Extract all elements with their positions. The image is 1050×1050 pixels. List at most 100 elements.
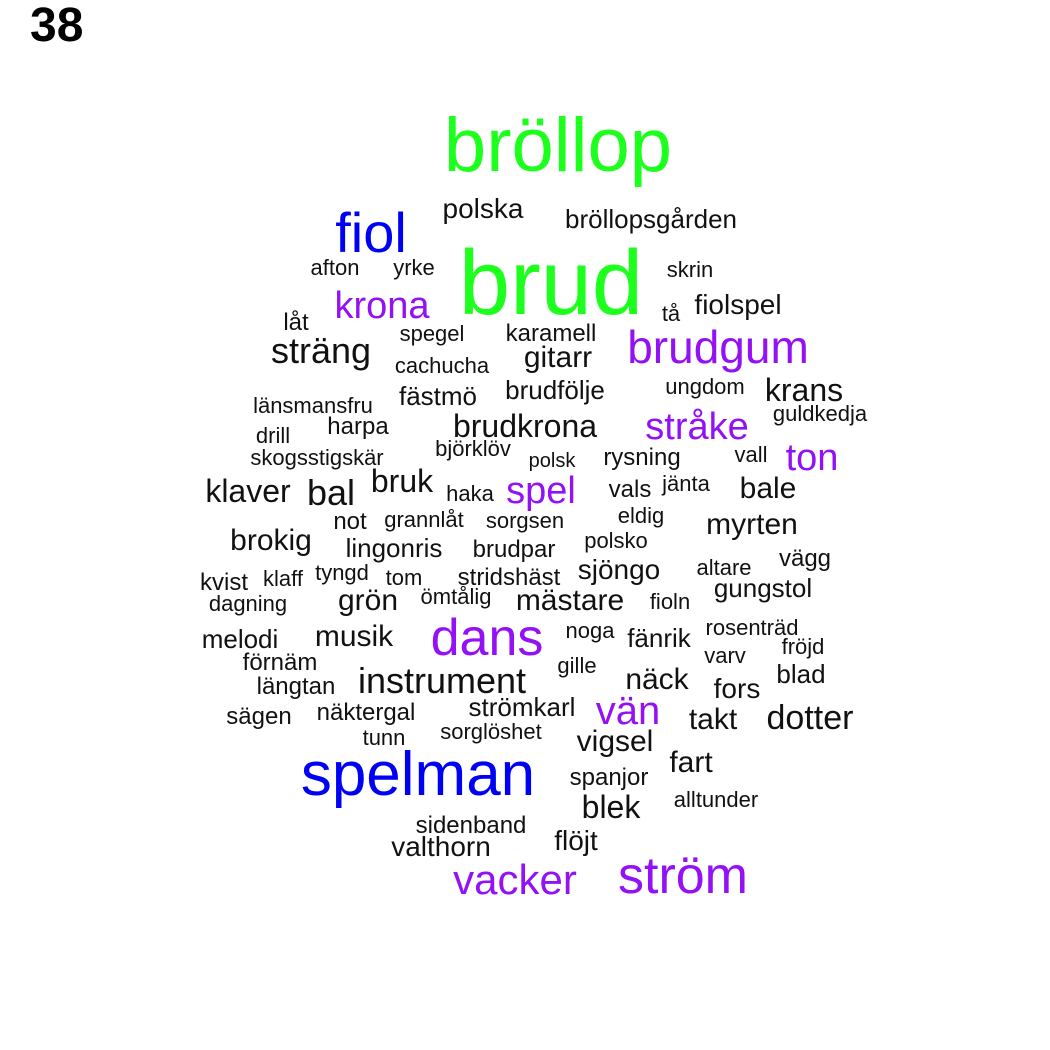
- word-fanrik: fänrik: [627, 623, 691, 653]
- word-fors: fors: [713, 673, 761, 704]
- word-fastmo: fästmö: [398, 381, 478, 411]
- word-brollop: bröllop: [443, 103, 673, 188]
- word-brollopsgarden: bröllopsgården: [564, 204, 738, 234]
- word-tyngd: tyngd: [315, 560, 369, 585]
- word-krona: krona: [334, 285, 430, 327]
- word-strom: ström: [618, 847, 748, 905]
- word-brudpar: brudpar: [472, 536, 556, 563]
- word-frojd: fröjd: [781, 634, 825, 659]
- word-bale: bale: [739, 472, 797, 505]
- word-lat: låt: [283, 309, 309, 336]
- word-guldkedja: guldkedja: [772, 401, 868, 426]
- word-cachucha: cachucha: [394, 353, 490, 378]
- word-dans: dans: [430, 609, 544, 667]
- word-drill: drill: [255, 423, 291, 448]
- word-myrten: myrten: [706, 508, 798, 541]
- word-fiol: fiol: [335, 201, 407, 264]
- word-brudgum: brudgum: [627, 321, 809, 373]
- word-stromkarl: strömkarl: [468, 692, 576, 722]
- word-klaff: klaff: [263, 566, 303, 591]
- word-not: not: [333, 508, 367, 535]
- word-takt: takt: [688, 703, 738, 736]
- word-tunn: tunn: [362, 725, 406, 750]
- word-klaver: klaver: [205, 473, 291, 509]
- word-tom: tom: [385, 565, 423, 590]
- word-dotter: dotter: [766, 699, 854, 737]
- word-vacker: vacker: [453, 856, 577, 903]
- word-skrin: skrin: [666, 257, 714, 282]
- word-haka: haka: [446, 481, 494, 506]
- word-sidenband: sidenband: [415, 812, 527, 839]
- word-sagen: sägen: [226, 703, 292, 730]
- word-gron: grön: [337, 584, 399, 617]
- word-fart: fart: [669, 746, 713, 779]
- word-yrke: yrke: [393, 255, 435, 280]
- word-eldig: eldig: [617, 503, 665, 528]
- word-vigsel: vigsel: [576, 725, 654, 758]
- word-lansmansfru: länsmansfru: [253, 393, 373, 418]
- word-vagg: vägg: [778, 545, 832, 572]
- word-spegel: spegel: [399, 321, 465, 346]
- word-brudkrona: brudkrona: [452, 408, 598, 444]
- word-grannlat: grannlåt: [384, 507, 464, 532]
- word-harpa: harpa: [327, 413, 389, 440]
- word-sorgsen: sorgsen: [485, 508, 565, 533]
- word-mastare: mästare: [515, 584, 625, 617]
- word-bjorklov: björklöv: [435, 436, 511, 461]
- word-rosentrad: rosenträd: [705, 615, 799, 640]
- word-langtan: längtan: [256, 673, 336, 700]
- word-blad: blad: [776, 659, 826, 689]
- word-spanjor: spanjor: [569, 764, 649, 791]
- word-dagning: dagning: [208, 591, 288, 616]
- word-bal: bal: [306, 472, 356, 513]
- word-brokig: brokig: [230, 524, 312, 557]
- word-strang: sträng: [270, 330, 372, 371]
- word-sorgloshet: sorglöshet: [440, 719, 542, 744]
- word-kvist: kvist: [200, 569, 248, 596]
- word-brudfolje: brudfölje: [505, 375, 605, 405]
- word-polsko: polsko: [584, 528, 648, 553]
- word-ton: ton: [785, 437, 839, 479]
- word-varv: varv: [704, 643, 746, 668]
- word-musik: musik: [314, 620, 394, 653]
- word-krans: krans: [764, 372, 844, 408]
- word-polska: polska: [442, 193, 524, 224]
- word-naktergal: näktergal: [316, 699, 416, 726]
- word-spelman: spelman: [300, 740, 536, 809]
- word-blek: blek: [581, 789, 641, 825]
- word-instrument: instrument: [357, 660, 527, 701]
- word-stridshast: stridshäst: [457, 564, 561, 591]
- word-ta: tå: [661, 301, 681, 326]
- page-number: 38: [30, 0, 84, 52]
- word-gitarr: gitarr: [523, 341, 593, 374]
- word-valthorn: valthorn: [391, 831, 491, 862]
- word-skogsstigskar: skogsstigskär: [250, 445, 384, 470]
- word-afton: afton: [310, 255, 360, 280]
- word-melodi: melodi: [201, 624, 279, 654]
- word-brud: brud: [458, 232, 644, 334]
- word-bruk: bruk: [370, 463, 434, 499]
- word-strake: stråke: [645, 406, 749, 448]
- word-vall: vall: [734, 442, 768, 467]
- word-noga: noga: [565, 618, 615, 643]
- word-van: vän: [595, 689, 661, 733]
- word-karamell: karamell: [505, 320, 597, 347]
- word-janta: jänta: [662, 471, 710, 496]
- word-flojt: flöjt: [554, 825, 598, 856]
- word-fornam: förnäm: [242, 649, 318, 676]
- word-gungstol: gungstol: [713, 573, 813, 603]
- word-vals: vals: [608, 476, 652, 503]
- word-alltunder: alltunder: [673, 787, 759, 812]
- word-fioln: fioln: [649, 589, 691, 614]
- word-gille: gille: [557, 653, 597, 678]
- word-rysning: rysning: [603, 444, 681, 471]
- word-fiolspel: fiolspel: [694, 289, 782, 320]
- word-polsk: polsk: [528, 450, 576, 472]
- word-ungdom: ungdom: [665, 374, 745, 399]
- word-lingonris: lingonris: [345, 533, 443, 563]
- word-sjongo: sjöngo: [577, 554, 661, 585]
- word-omtalig: ömtålig: [420, 584, 492, 609]
- word-nack: näck: [625, 663, 689, 696]
- word-altare: altare: [696, 555, 752, 580]
